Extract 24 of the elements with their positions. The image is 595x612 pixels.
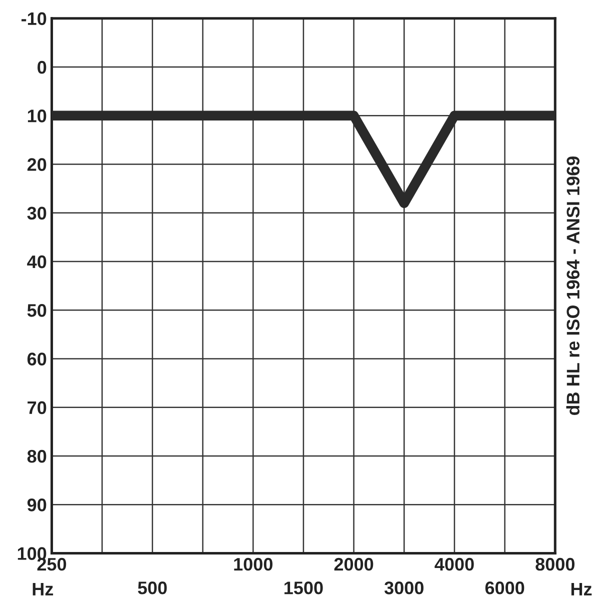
x-tick-label: 2000: [334, 558, 374, 571]
y-tick-label: 30: [27, 206, 46, 220]
y-tick-label: 10: [28, 110, 46, 122]
y-tick-label: 50: [27, 304, 46, 317]
y-tick-label: 60: [27, 352, 46, 366]
x-tick-label: 8000: [536, 558, 574, 571]
y-tick-label: 70: [28, 401, 46, 414]
y-tick-label: 0: [38, 60, 46, 74]
y-tick-label: 80: [27, 450, 46, 463]
x-tick-label: 500: [138, 582, 167, 594]
y-tick-label: 40: [27, 255, 46, 268]
y-tick-label: 100: [18, 547, 46, 560]
text: Hz: [32, 582, 54, 596]
x-tick-label: 1500: [284, 582, 323, 594]
y-tick-label: -10: [22, 12, 46, 26]
y-axis-title: dB HL re ISO 1964 - ANSI 1969: [566, 156, 580, 416]
x-tick-label: 250: [37, 558, 66, 571]
x-tick-label: 4000: [434, 558, 474, 571]
x-tick-label: 3000: [384, 582, 424, 594]
y-tick-label: 20: [27, 158, 46, 171]
x-tick-label: 6000: [485, 582, 524, 594]
y-tick-label: 90: [27, 498, 46, 512]
x-tick-label: 1000: [234, 558, 272, 571]
text: Hz: [571, 582, 592, 596]
